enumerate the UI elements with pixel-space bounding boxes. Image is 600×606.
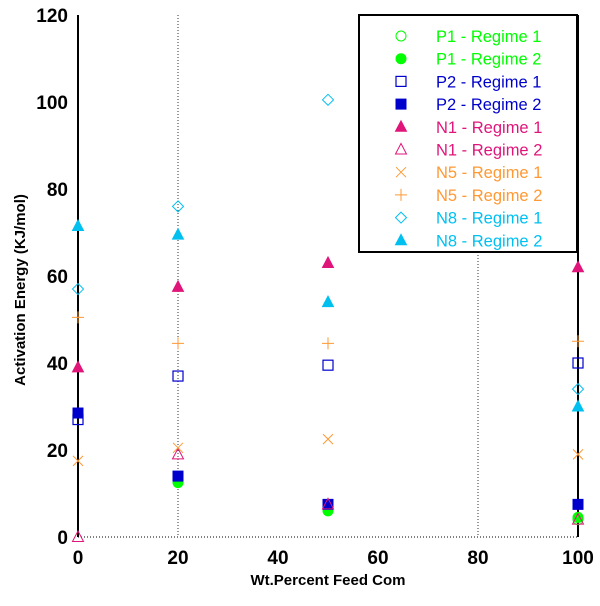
series-n5-regime-2 xyxy=(72,311,584,350)
legend-marker-n8-regime-2 xyxy=(394,233,408,246)
legend-marker-p1-regime-2 xyxy=(395,53,407,65)
point-n5-regime-2-2 xyxy=(322,337,334,350)
point-n8-regime-2-2 xyxy=(321,295,335,308)
series-n5-regime-1 xyxy=(72,433,584,467)
y-tick-label-40: 40 xyxy=(47,354,68,375)
point-p2-regime-1-2 xyxy=(322,359,334,371)
legend-marker-n5-regime-1 xyxy=(395,166,407,178)
legend: P1 - Regime 1 P1 - Regime 2 P2 - Regime 1 P… xyxy=(358,14,578,253)
point-n8-regime-1-2 xyxy=(321,93,335,107)
legend-label-n8-regime-2: N8 - Regime 2 xyxy=(436,232,542,250)
point-p2-regime-1-3 xyxy=(572,357,584,369)
x-tick-label-60: 60 xyxy=(367,548,388,569)
y-tick-label-60: 60 xyxy=(47,267,68,288)
point-n1-regime-2-1 xyxy=(171,447,185,460)
point-n1-regime-2-3 xyxy=(571,512,585,525)
point-p2-regime-2-1 xyxy=(172,470,184,482)
x-tick-label-0: 0 xyxy=(73,548,84,569)
x-tick-label-100: 100 xyxy=(562,548,594,569)
legend-marker-p1-regime-1 xyxy=(395,30,407,42)
series-n8-regime-2 xyxy=(71,218,585,412)
legend-label-p2-regime-1: P2 - Regime 1 xyxy=(436,73,541,91)
point-p1-regime-2-2 xyxy=(572,511,584,523)
point-n8-regime-1-0 xyxy=(71,282,85,296)
point-n5-regime-2-3 xyxy=(572,335,584,348)
series-p1-regime-2 xyxy=(172,477,584,523)
point-n5-regime-2-0 xyxy=(72,311,84,324)
x-axis-title: Wt.Percent Feed Com xyxy=(250,572,405,589)
legend-marker-n1-regime-2 xyxy=(394,142,408,155)
legend-marker-p2-regime-1 xyxy=(395,75,407,88)
point-n5-regime-1-1 xyxy=(172,442,184,454)
legend-label-n5-regime-2: N5 - Regime 2 xyxy=(436,187,542,205)
point-n1-regime-1-0 xyxy=(71,360,85,373)
point-n8-regime-2-3 xyxy=(571,399,585,412)
series-n1-regime-1 xyxy=(71,255,585,373)
point-n8-regime-1-3 xyxy=(571,382,585,396)
point-p2-regime-2-0 xyxy=(72,407,84,419)
point-p2-regime-1-1 xyxy=(172,370,184,382)
legend-label-n1-regime-2: N1 - Regime 2 xyxy=(436,142,542,160)
y-tick-label-80: 80 xyxy=(47,180,68,201)
legend-marker-n8-regime-1 xyxy=(394,211,408,224)
legend-label-n8-regime-1: N8 - Regime 1 xyxy=(436,210,542,228)
point-n8-regime-1-1 xyxy=(171,200,185,213)
x-tick-label-80: 80 xyxy=(467,548,488,569)
point-n1-regime-2-2 xyxy=(321,497,335,510)
tick-labels: 0 20 40 60 80 100 120 0 20 40 60 80 100 xyxy=(36,6,594,569)
point-n8-regime-2-1 xyxy=(171,227,185,240)
legend-label-p2-regime-2: P2 - Regime 2 xyxy=(436,96,541,114)
y-tick-label-20: 20 xyxy=(47,441,68,462)
point-n1-regime-1-1 xyxy=(171,279,185,292)
y-tick-label-0: 0 xyxy=(57,528,68,549)
legend-label-p1-regime-1: P1 - Regime 1 xyxy=(436,28,541,46)
series-p2-regime-2 xyxy=(72,407,584,510)
point-n5-regime-1-0 xyxy=(72,455,84,467)
series-n8-regime-1 xyxy=(71,93,585,396)
legend-marker-p2-regime-2 xyxy=(395,98,407,110)
y-tick-label-120: 120 xyxy=(36,6,68,27)
legend-box xyxy=(358,14,578,253)
legend-marker-n1-regime-1 xyxy=(394,119,408,132)
x-tick-label-20: 20 xyxy=(167,548,188,569)
legend-items: P1 - Regime 1 P1 - Regime 2 P2 - Regime 1 P… xyxy=(394,28,542,250)
point-n5-regime-2-1 xyxy=(172,337,184,350)
point-n1-regime-1-2 xyxy=(321,255,335,268)
series-p2-regime-1 xyxy=(72,357,584,426)
legend-label-p1-regime-2: P1 - Regime 2 xyxy=(436,51,541,69)
legend-marker-n5-regime-2 xyxy=(395,188,407,201)
y-tick-label-100: 100 xyxy=(36,93,68,114)
point-n5-regime-1-2 xyxy=(322,433,334,445)
y-axis-title: Activation Energy (KJ/mol) xyxy=(12,194,29,386)
point-n1-regime-2-0 xyxy=(71,529,85,542)
x-tick-label-40: 40 xyxy=(267,548,288,569)
series-n1-regime-2 xyxy=(71,447,585,542)
point-n1-regime-1-3 xyxy=(571,260,585,273)
legend-label-n5-regime-1: N5 - Regime 1 xyxy=(436,164,542,182)
point-p2-regime-2-3 xyxy=(572,498,584,510)
point-n5-regime-1-3 xyxy=(572,448,584,460)
point-n8-regime-2-0 xyxy=(71,218,85,231)
data-points xyxy=(71,93,585,542)
legend-label-n1-regime-1: N1 - Regime 1 xyxy=(436,119,542,137)
